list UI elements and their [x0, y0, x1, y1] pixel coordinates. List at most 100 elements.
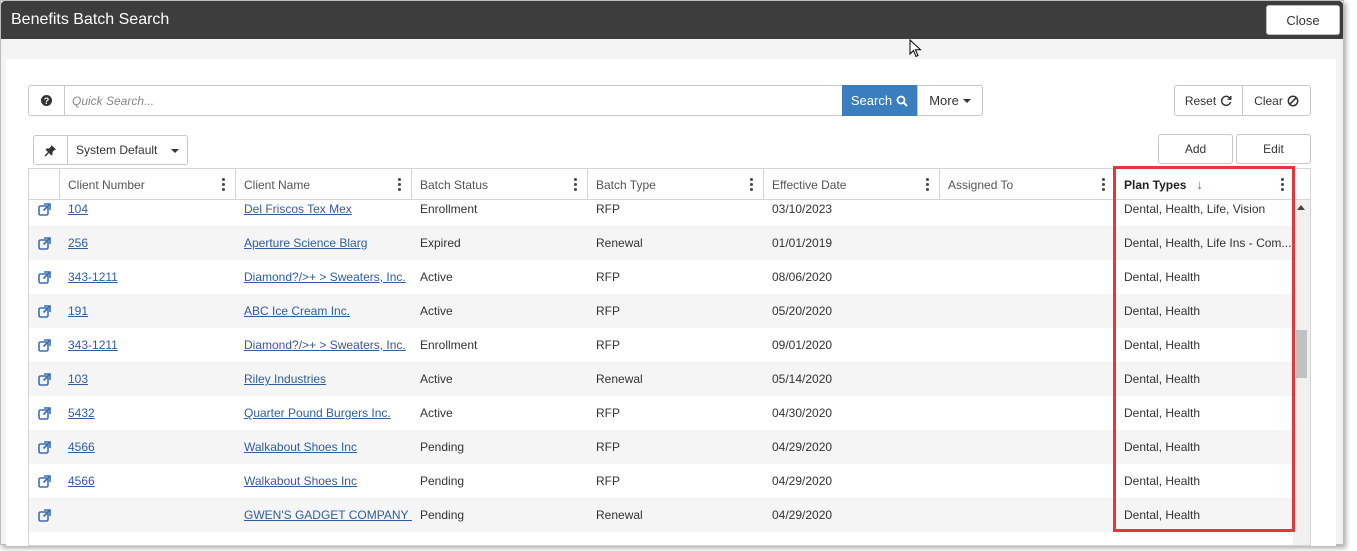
open-record-icon[interactable] [38, 396, 51, 430]
pin-view-button[interactable] [33, 135, 68, 165]
more-button-label: More [929, 93, 959, 108]
cell-client-name-link[interactable]: Quarter Pound Burgers Inc. [244, 406, 391, 420]
cell-client-number[interactable]: 103 [60, 362, 236, 396]
cell-client-number[interactable]: 256 [60, 226, 236, 260]
cell-client-number[interactable]: 5432 [60, 396, 236, 430]
cell-client-name[interactable]: Del Friscos Tex Mex [236, 192, 412, 226]
cell-client-number-link[interactable]: 4566 [68, 474, 95, 488]
column-menu-icon[interactable] [398, 178, 401, 191]
column-menu-icon[interactable] [1102, 178, 1105, 191]
reset-button-label: Reset [1184, 93, 1217, 108]
clear-button[interactable]: Clear [1243, 85, 1311, 116]
cell-client-name-link[interactable]: Diamond?/>+ > Sweaters, Inc. [244, 338, 406, 352]
add-button[interactable]: Add [1158, 134, 1233, 164]
cell-client-number[interactable] [60, 498, 236, 532]
cell-plan-types: Dental, Health [1116, 396, 1294, 430]
cell-client-number-link[interactable]: 4566 [68, 440, 95, 454]
table-row[interactable]: 343-1211 Diamond?/>+ > Sweaters, Inc. Enro… [29, 328, 1294, 362]
column-header-plan-types[interactable]: Plan Types ↓ [1116, 169, 1294, 200]
cell-client-name[interactable]: Diamond?/>+ > Sweaters, Inc. [236, 260, 412, 294]
cell-client-name[interactable]: Quarter Pound Burgers Inc. [236, 396, 412, 430]
open-record-icon[interactable] [38, 328, 51, 362]
cell-client-name-link[interactable]: Walkabout Shoes Inc [244, 474, 357, 488]
cell-client-name-link[interactable]: Diamond?/>+ > Sweaters, Inc. [244, 270, 406, 284]
column-menu-icon[interactable] [926, 178, 929, 191]
cell-client-name[interactable]: Riley Industries [236, 362, 412, 396]
column-menu-icon[interactable] [750, 178, 753, 191]
more-dropdown-button[interactable]: More [917, 85, 983, 116]
cell-client-number[interactable]: 4566 [60, 430, 236, 464]
cell-client-number-link[interactable]: 256 [68, 236, 89, 250]
cell-client-name[interactable]: Walkabout Shoes Inc [236, 430, 412, 464]
cell-client-name[interactable]: Walkabout Shoes Inc [236, 464, 412, 498]
cell-assigned-to [940, 464, 1116, 498]
cell-client-name-link[interactable]: Walkabout Shoes Inc [244, 440, 357, 454]
table-row[interactable]: 343-1211 Diamond?/>+ > Sweaters, Inc. Acti… [29, 260, 1294, 294]
cell-client-number[interactable]: 191 [60, 294, 236, 328]
cell-client-number[interactable]: 4566 [60, 464, 236, 498]
table-row[interactable]: 4566 Walkabout Shoes Inc Pending RFP 04/29/2… [29, 464, 1294, 498]
column-header-batch-status[interactable]: Batch Status [412, 169, 588, 200]
cell-batch-type-text: RFP [596, 474, 620, 488]
cell-plan-types-text: Dental, Health [1124, 270, 1201, 284]
open-record-icon[interactable] [38, 362, 51, 396]
vertical-scrollbar[interactable] [1293, 200, 1310, 545]
open-record-icon[interactable] [38, 226, 51, 260]
cell-client-number-link[interactable]: 191 [68, 304, 89, 318]
cell-client-name-link[interactable]: GWEN'S GADGET COMPANY ... [244, 508, 412, 522]
table-row[interactable]: 4566 Walkabout Shoes Inc Pending RFP 04/29/2… [29, 430, 1294, 464]
column-header-batch-type[interactable]: Batch Type [588, 169, 764, 200]
open-record-icon[interactable] [38, 430, 51, 464]
scrollbar-thumb[interactable] [1296, 330, 1307, 378]
cell-client-number[interactable]: 104 [60, 192, 236, 226]
search-button[interactable]: Search [842, 85, 917, 116]
cell-client-name[interactable]: Aperture Science Blarg [236, 226, 412, 260]
cell-client-name-link[interactable]: Riley Industries [244, 372, 327, 386]
cell-plan-types: Dental, Health [1116, 464, 1294, 498]
cell-client-name-link[interactable]: ABC Ice Cream Inc. [244, 304, 351, 318]
cell-client-name[interactable]: GWEN'S GADGET COMPANY ... [236, 498, 412, 532]
table-row[interactable]: 103 Riley Industries Active Renewal 05/14/20… [29, 362, 1294, 396]
cell-client-number-link[interactable]: 104 [68, 202, 89, 216]
cell-client-number-link[interactable]: 103 [68, 372, 89, 386]
open-record-icon[interactable] [38, 294, 51, 328]
cell-batch-type-text: RFP [596, 440, 620, 454]
cell-batch-status-text: Expired [420, 236, 461, 250]
open-record-icon[interactable] [38, 192, 51, 226]
column-header-client-number[interactable]: Client Number [60, 169, 236, 200]
table-row[interactable]: 256 Aperture Science Blarg Expired Renewal 0… [29, 226, 1294, 260]
table-row[interactable]: 5432 Quarter Pound Burgers Inc. Active RFP 0… [29, 396, 1294, 430]
open-record-icon[interactable] [38, 498, 51, 532]
close-button[interactable]: Close [1266, 5, 1340, 35]
results-grid: Client Number Client Name Batch Status B… [28, 168, 1311, 546]
cell-client-number-link[interactable]: 343-1211 [68, 338, 118, 352]
column-header-effective-date[interactable]: Effective Date [764, 169, 940, 200]
cell-batch-type-text: RFP [596, 270, 620, 284]
open-record-icon[interactable] [38, 464, 51, 498]
open-record-icon[interactable] [38, 260, 51, 294]
search-help-button[interactable]: ? [29, 86, 65, 115]
cell-batch-type: RFP [588, 396, 764, 430]
quick-search-input[interactable] [66, 86, 842, 115]
cell-client-number-link[interactable]: 343-1211 [68, 270, 118, 284]
column-menu-icon[interactable] [574, 178, 577, 191]
column-header-client-name[interactable]: Client Name [236, 169, 412, 200]
cell-client-number-link[interactable]: 5432 [68, 406, 95, 420]
cell-client-name-link[interactable]: Del Friscos Tex Mex [244, 202, 352, 216]
cell-client-number[interactable]: 343-1211 [60, 328, 236, 362]
table-row[interactable]: 104 Del Friscos Tex Mex Enrollment RFP 03/10… [29, 192, 1294, 226]
column-menu-icon[interactable] [222, 178, 225, 191]
cell-client-name-link[interactable]: Aperture Science Blarg [244, 236, 368, 250]
cell-client-number[interactable]: 343-1211 [60, 260, 236, 294]
cell-client-name[interactable]: ABC Ice Cream Inc. [236, 294, 412, 328]
table-row[interactable]: 191 ABC Ice Cream Inc. Active RFP 05/20/2020… [29, 294, 1294, 328]
reset-button[interactable]: Reset [1174, 85, 1243, 116]
column-menu-icon[interactable] [1281, 178, 1284, 191]
cell-assigned-to [940, 498, 1116, 532]
table-row[interactable]: GWEN'S GADGET COMPANY ... Pending Renewal 0… [29, 498, 1294, 532]
column-header-label: Client Number [68, 177, 145, 192]
cell-client-name[interactable]: Diamond?/>+ > Sweaters, Inc. [236, 328, 412, 362]
edit-button[interactable]: Edit [1236, 134, 1311, 164]
scroll-up-arrow-icon[interactable] [1297, 205, 1305, 210]
view-selector[interactable]: System Default [68, 135, 188, 165]
